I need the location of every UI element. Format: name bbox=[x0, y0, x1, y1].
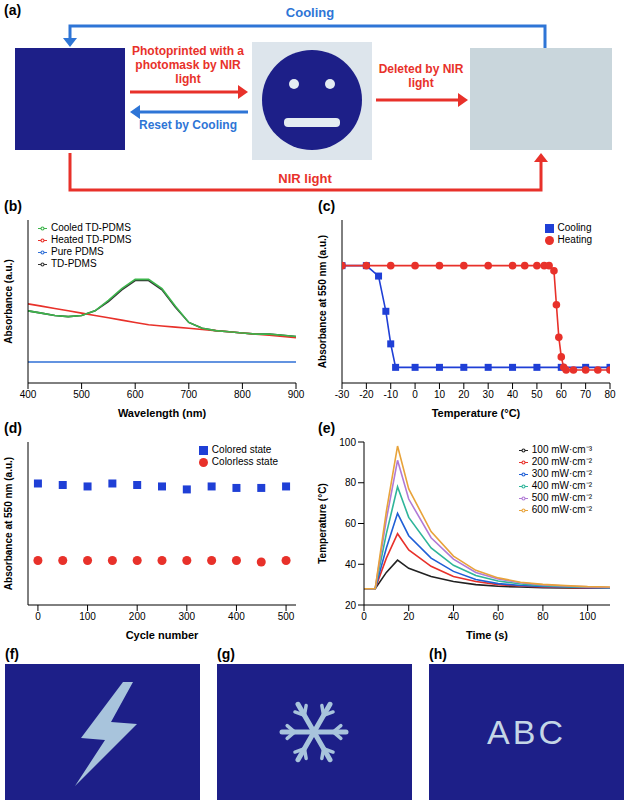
html-text:400 mW·cm⁻²: 400 mW·cm⁻² bbox=[531, 480, 592, 491]
html-text:Deleted by NIR light: Deleted by NIR light bbox=[378, 62, 464, 90]
html-text:Cooling: Cooling bbox=[285, 5, 335, 20]
svg-text:10: 10 bbox=[434, 389, 446, 400]
svg-text:0: 0 bbox=[412, 389, 418, 400]
html-text:100 mW·cm⁻³: 100 mW·cm⁻³ bbox=[531, 444, 592, 455]
svg-text:60: 60 bbox=[493, 611, 505, 622]
html-text:Heated TD-PDMS: Heated TD-PDMS bbox=[51, 234, 132, 245]
svg-text:40: 40 bbox=[507, 389, 519, 400]
svg-text:400: 400 bbox=[228, 611, 245, 622]
html-text:300 mW·cm⁻²: 300 mW·cm⁻² bbox=[531, 468, 592, 479]
svg-text:Time (s): Time (s) bbox=[466, 629, 508, 641]
svg-text:70: 70 bbox=[580, 389, 592, 400]
html-text:200 mW·cm⁻²: 200 mW·cm⁻² bbox=[531, 456, 592, 467]
html-text:Heating: Heating bbox=[557, 234, 592, 245]
svg-text:-20: -20 bbox=[359, 389, 374, 400]
html-text:Photoprinted with a photomask: Photoprinted with a photomask by NIR lig… bbox=[132, 44, 244, 86]
html-text:Cooling: Cooling bbox=[557, 222, 592, 233]
svg-text:700: 700 bbox=[180, 389, 197, 400]
svg-text:20: 20 bbox=[458, 389, 470, 400]
svg-text:50: 50 bbox=[531, 389, 543, 400]
svg-text:40: 40 bbox=[448, 611, 460, 622]
svg-text:20: 20 bbox=[403, 611, 415, 622]
svg-text:30: 30 bbox=[483, 389, 495, 400]
svg-text:80: 80 bbox=[537, 611, 549, 622]
svg-text:100: 100 bbox=[79, 611, 96, 622]
svg-text:0: 0 bbox=[35, 611, 41, 622]
html-text:Cooled TD-PDMS: Cooled TD-PDMS bbox=[51, 222, 131, 233]
html-text:(d): (d) bbox=[4, 420, 22, 436]
html-text:TD-PDMS: TD-PDMS bbox=[51, 258, 97, 269]
svg-text:40: 40 bbox=[345, 559, 357, 570]
html-text:Reset by Cooling: Reset by Cooling bbox=[139, 118, 237, 132]
svg-text:900: 900 bbox=[288, 389, 305, 400]
svg-text:-30: -30 bbox=[335, 389, 350, 400]
html-text:(f): (f) bbox=[5, 646, 19, 662]
svg-text:ABC: ABC bbox=[487, 713, 566, 751]
svg-text:200: 200 bbox=[129, 611, 146, 622]
svg-text:80: 80 bbox=[345, 477, 357, 488]
svg-text:Wavelength (nm): Wavelength (nm) bbox=[118, 407, 207, 419]
html-text:(e): (e) bbox=[318, 420, 336, 436]
svg-text:300: 300 bbox=[178, 611, 195, 622]
svg-text:100: 100 bbox=[579, 611, 596, 622]
svg-text:Absorbance at 550 nm (a.u.): Absorbance at 550 nm (a.u.) bbox=[317, 235, 328, 368]
svg-text:-10: -10 bbox=[384, 389, 399, 400]
html-text:NIR light: NIR light bbox=[278, 171, 332, 186]
svg-text:Cycle number: Cycle number bbox=[126, 629, 199, 641]
html-text:(c): (c) bbox=[318, 198, 336, 214]
svg-text:Temperature (°C): Temperature (°C) bbox=[317, 483, 328, 564]
svg-text:Temperature (°C): Temperature (°C) bbox=[432, 407, 521, 419]
html-text:(g): (g) bbox=[217, 646, 235, 662]
svg-text:20: 20 bbox=[345, 600, 357, 611]
html-text:Colorless state: Colorless state bbox=[211, 456, 278, 467]
html-text:(a): (a) bbox=[4, 2, 22, 18]
svg-text:0: 0 bbox=[361, 611, 367, 622]
html-text:500 mW·cm⁻²: 500 mW·cm⁻² bbox=[531, 492, 592, 503]
svg-text:80: 80 bbox=[604, 389, 616, 400]
svg-text:100: 100 bbox=[339, 437, 356, 448]
html-text:600 mW·cm⁻²: 600 mW·cm⁻² bbox=[531, 504, 592, 515]
html-text:Colored state: Colored state bbox=[211, 444, 272, 455]
svg-text:Absorbance (a.u.): Absorbance (a.u.) bbox=[3, 259, 14, 343]
svg-text:500: 500 bbox=[73, 389, 90, 400]
svg-text:600: 600 bbox=[127, 389, 144, 400]
svg-text:400: 400 bbox=[20, 389, 37, 400]
html-text:(b): (b) bbox=[4, 198, 22, 214]
html-text:(h): (h) bbox=[429, 646, 447, 662]
svg-text:800: 800 bbox=[234, 389, 251, 400]
svg-text:500: 500 bbox=[278, 611, 295, 622]
svg-text:Absorbance at 550 nm (a.u.): Absorbance at 550 nm (a.u.) bbox=[3, 457, 14, 590]
html-text:Pure PDMS: Pure PDMS bbox=[51, 246, 104, 257]
svg-text:60: 60 bbox=[345, 518, 357, 529]
svg-text:60: 60 bbox=[556, 389, 568, 400]
